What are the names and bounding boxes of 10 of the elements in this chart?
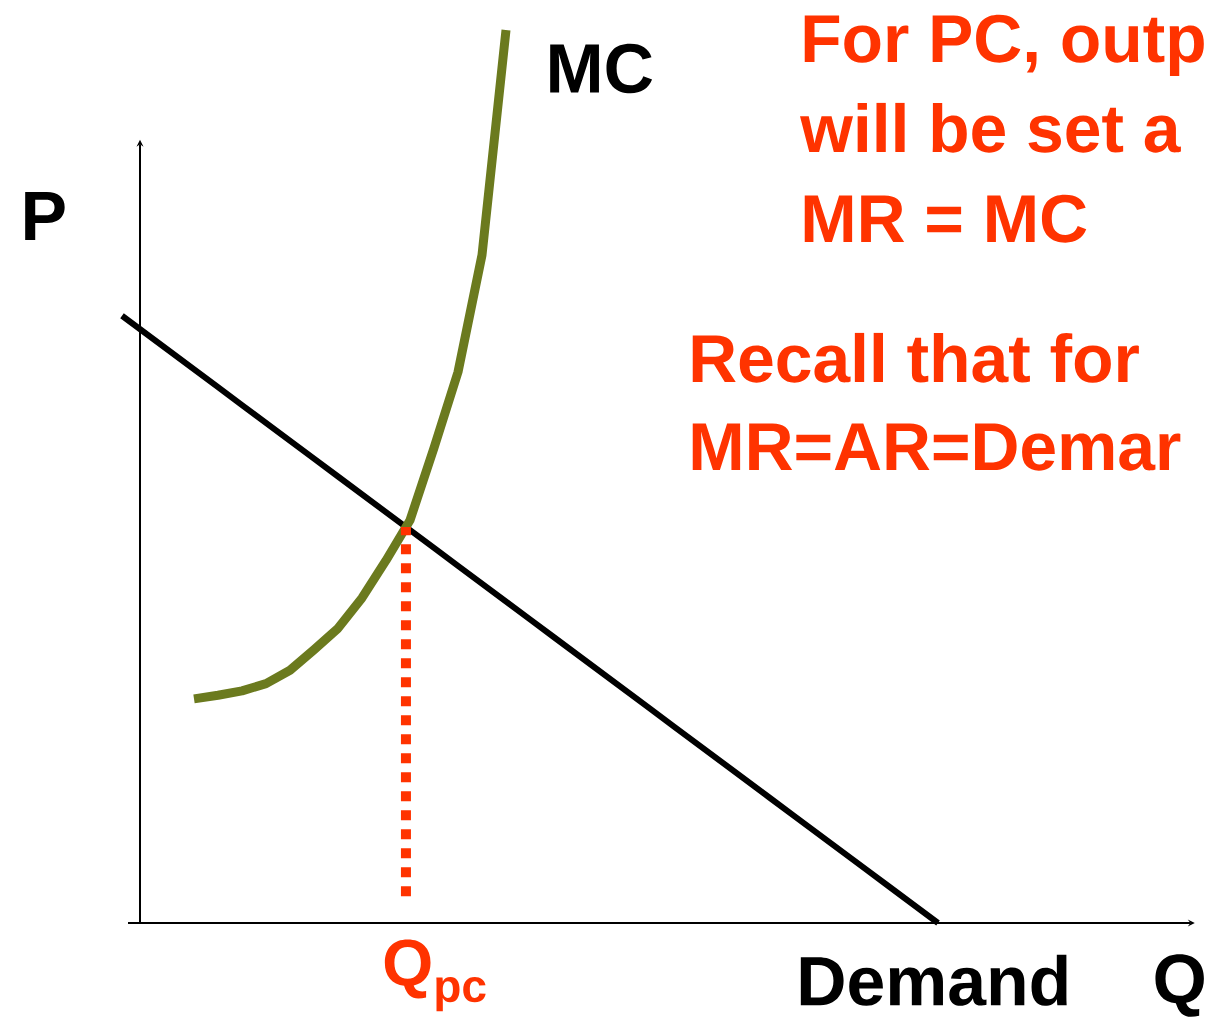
annotation: MR = MC bbox=[804, 194, 1087, 243]
annotation: MR=AR=Demar bbox=[692, 423, 1181, 471]
series-label: MC bbox=[550, 43, 653, 94]
x-axis-title: Q bbox=[1155, 954, 1204, 1017]
annotation: Recall that for bbox=[692, 332, 1139, 383]
series-label: Demand bbox=[800, 954, 1067, 1006]
annotation: For PC, outp bbox=[804, 14, 1204, 77]
annotation: will be set a bbox=[800, 102, 1181, 153]
y-axis-title: P bbox=[25, 192, 65, 240]
text: Q$_{pc}$ bbox=[384, 939, 486, 1012]
